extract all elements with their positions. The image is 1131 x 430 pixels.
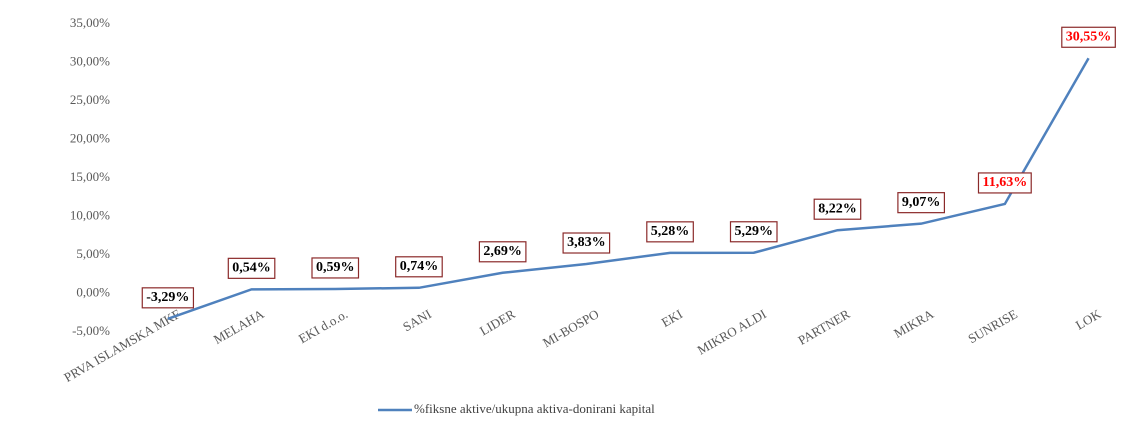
x-tick-label: PRVA ISLAMSKA MKF — [61, 306, 183, 385]
data-label-group: 0,54% — [227, 257, 276, 279]
y-tick-label: 5,00% — [76, 246, 110, 261]
data-label-box — [977, 172, 1032, 194]
data-label-group: 0,74% — [395, 256, 443, 278]
y-tick-label: -5,00% — [72, 323, 110, 338]
data-label-box — [311, 257, 360, 279]
y-tick-label: 10,00% — [70, 207, 110, 222]
data-label: 30,55% — [1066, 29, 1112, 44]
data-label: -3,29% — [146, 290, 189, 305]
data-label-box — [478, 241, 527, 263]
x-tick-label: EKI — [659, 306, 685, 330]
x-tick-label: EKI d.o.o. — [296, 306, 350, 346]
data-label-group: 2,69% — [478, 241, 527, 263]
x-tick-label: MIKRO ALDI — [695, 306, 769, 357]
line — [167, 57, 1090, 321]
data-label: 9,07% — [902, 195, 941, 210]
y-tick-label: 30,00% — [70, 53, 110, 68]
data-label-box — [562, 232, 611, 254]
x-tick-label: MIKRA — [891, 306, 937, 341]
data-label-box — [897, 192, 946, 214]
x-tick-label: LIDER — [477, 306, 518, 338]
data-label: 5,29% — [735, 224, 774, 239]
data-label-group: 30,55% — [1061, 26, 1116, 48]
data-label: 3,83% — [567, 235, 606, 250]
data-label: 8,22% — [818, 201, 857, 216]
data-label-box — [729, 221, 778, 243]
data-label: 0,54% — [232, 261, 271, 276]
data-label: 2,69% — [483, 244, 522, 259]
data-label-box — [141, 287, 195, 309]
data-label-group: 9,07% — [897, 192, 946, 214]
data-label: 11,63% — [982, 175, 1027, 190]
y-tick-label: 25,00% — [70, 92, 110, 107]
data-label-group: 5,29% — [729, 221, 778, 243]
x-tick-label: MELAHA — [211, 306, 267, 347]
data-label-box — [646, 221, 694, 243]
y-tick-label: 0,00% — [76, 284, 110, 299]
data-label: 5,28% — [651, 224, 690, 239]
data-label-group: 3,83% — [562, 232, 611, 254]
data-label-box — [1061, 26, 1116, 48]
data-label-group: 8,22% — [813, 198, 862, 220]
y-tick-label: 20,00% — [70, 130, 110, 145]
x-tick-label: SANI — [400, 306, 434, 334]
data-label-group: -3,29% — [141, 287, 195, 309]
x-tick-label: PARTNER — [795, 306, 852, 348]
legend-label: %fiksne aktive/ukupna aktiva-donirani ka… — [414, 401, 655, 416]
data-label: 0,74% — [400, 259, 439, 274]
x-tick-label: SUNRISE — [965, 306, 1019, 346]
data-label-box — [227, 257, 276, 279]
data-label-group: 11,63% — [977, 172, 1032, 194]
data-label: 0,59% — [316, 260, 355, 275]
data-label-group: 0,59% — [311, 257, 360, 279]
y-tick-label: 15,00% — [70, 169, 110, 184]
x-tick-label: LOK — [1073, 306, 1104, 333]
data-label-group: 5,28% — [646, 221, 694, 243]
x-tick-label: MI-BOSPO — [540, 306, 601, 350]
data-label-box — [395, 256, 443, 278]
y-tick-label: 35,00% — [70, 15, 110, 30]
data-label-box — [813, 198, 862, 220]
